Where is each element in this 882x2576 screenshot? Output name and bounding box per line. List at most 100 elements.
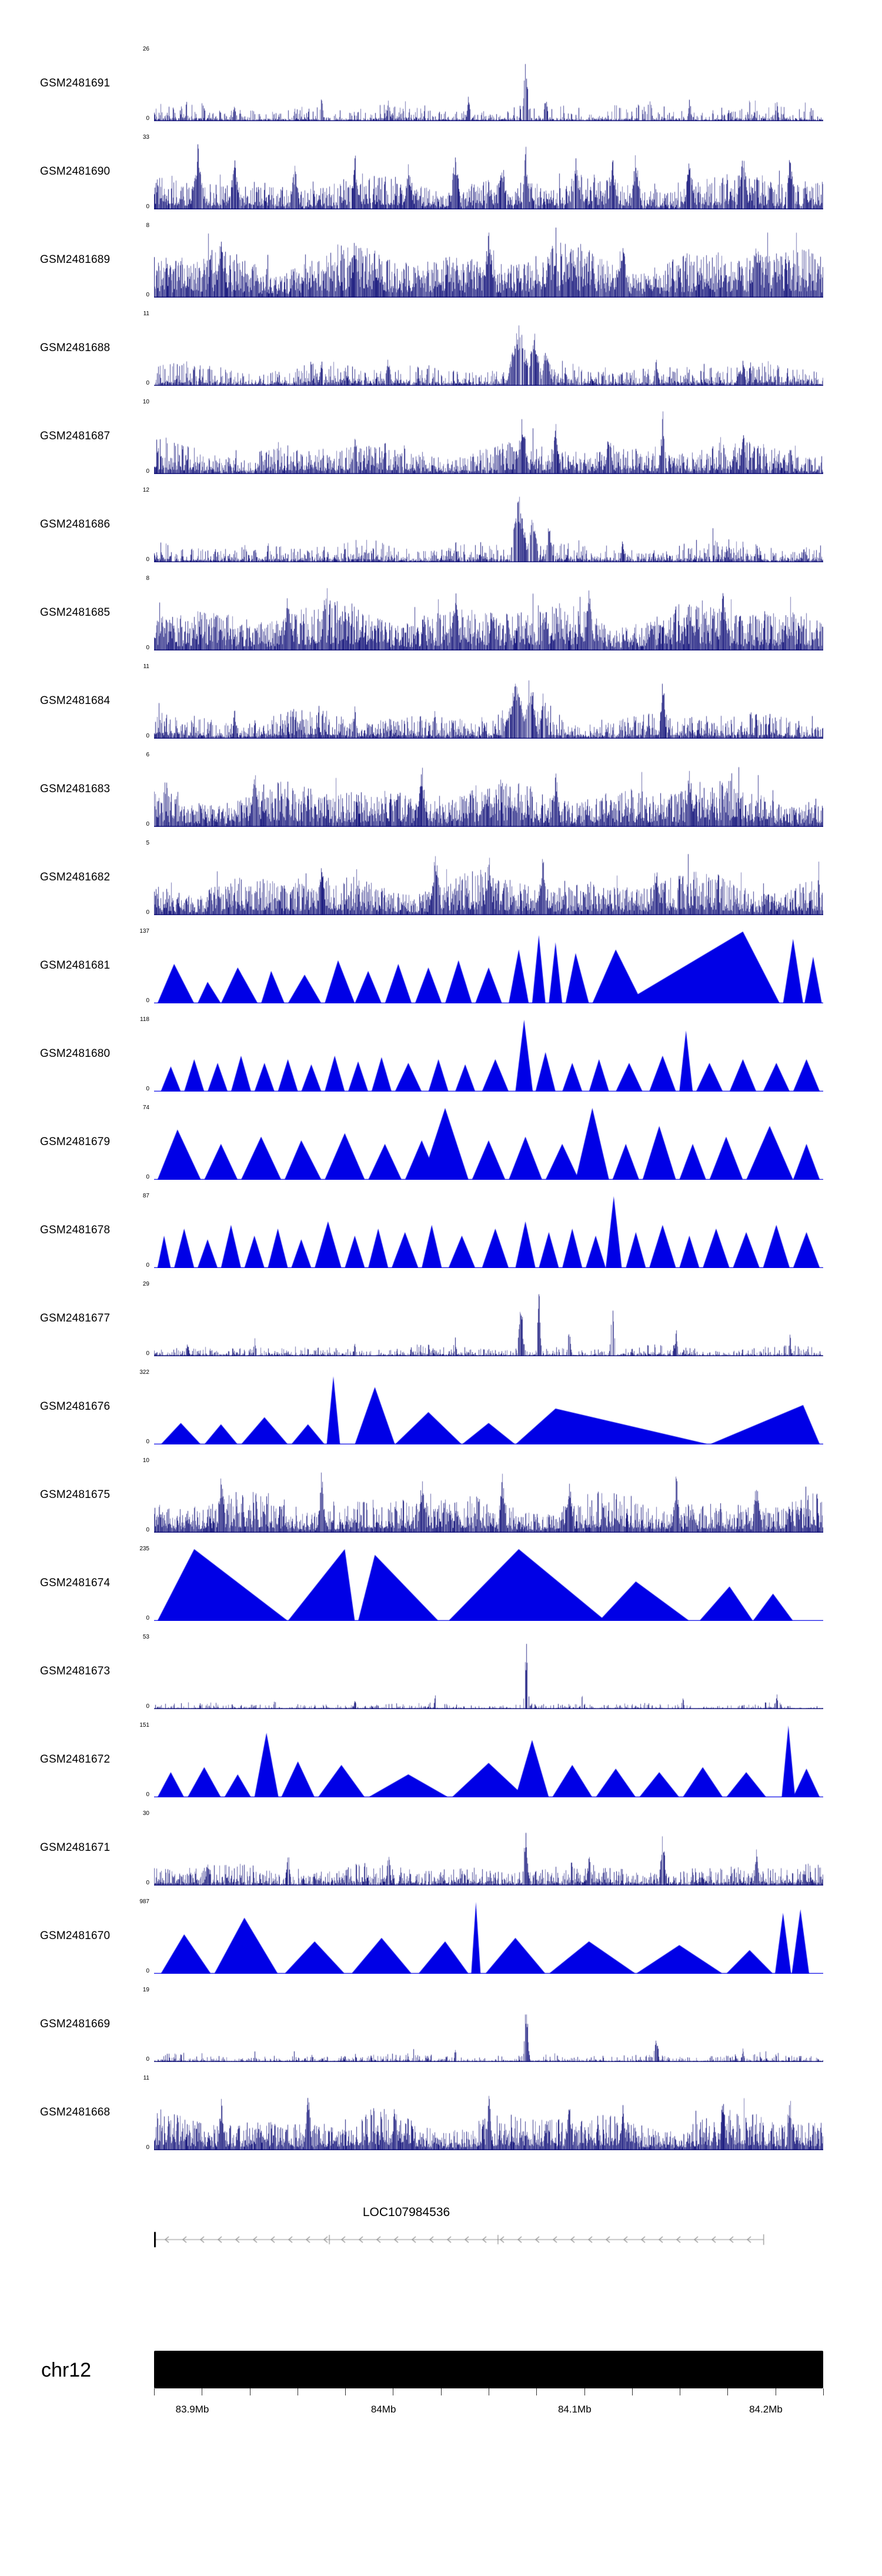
track-label: GSM2481675 xyxy=(40,1489,111,1501)
track-ymax-label: 137 xyxy=(139,928,149,935)
track-row: GSM2481679 74 0 xyxy=(0,1105,882,1196)
track-row: GSM2481687 10 0 xyxy=(0,399,882,490)
track-ymax-label: 10 xyxy=(142,1457,149,1464)
track-row: GSM2481670 987 0 xyxy=(0,1899,882,1990)
track-signal xyxy=(154,1196,823,1268)
ruler-tick xyxy=(584,2388,585,2395)
track-label: GSM2481680 xyxy=(40,1047,111,1060)
chromosome-ideogram-bar xyxy=(154,2351,823,2388)
track-row: GSM2481669 19 0 xyxy=(0,1987,882,2078)
track-signal xyxy=(154,138,823,209)
track-label: GSM2481674 xyxy=(40,1577,111,1589)
track-signal xyxy=(154,1726,823,1797)
track-ymax-label: 53 xyxy=(142,1634,149,1640)
track-row: GSM2481677 29 0 xyxy=(0,1282,882,1373)
track-ymax-label: 10 xyxy=(142,399,149,405)
gene-name-label: LOC107984536 xyxy=(362,2205,450,2219)
track-label: GSM2481686 xyxy=(40,518,111,530)
track-ymax-label: 6 xyxy=(146,752,149,758)
ruler-tick xyxy=(823,2388,824,2395)
track-signal xyxy=(154,490,823,562)
track-row: GSM2481690 33 0 xyxy=(0,135,882,226)
track-label: GSM2481673 xyxy=(40,1665,111,1677)
track-ymax-label: 19 xyxy=(142,1987,149,1993)
signal-tracks-container: GSM2481691 26 0 GSM2481690 33 0 GSM2481689 8 0 GS… xyxy=(0,46,882,2167)
coordinate-ruler: 83.9Mb 84Mb 84.1Mb 84.2Mb xyxy=(154,2388,824,2430)
track-signal xyxy=(154,843,823,915)
track-row: GSM2481672 151 0 xyxy=(0,1722,882,1814)
track-ymax-label: 30 xyxy=(142,1810,149,1817)
track-ymin-label: 0 xyxy=(146,909,149,916)
track-signal xyxy=(154,1284,823,1356)
track-ymin-label: 0 xyxy=(146,1086,149,1092)
track-row: GSM2481671 30 0 xyxy=(0,1810,882,1902)
track-ymin-label: 0 xyxy=(146,821,149,827)
track-row: GSM2481678 87 0 xyxy=(0,1193,882,1284)
track-signal xyxy=(154,1637,823,1709)
track-ymin-label: 0 xyxy=(146,292,149,298)
track-label: GSM2481689 xyxy=(40,253,111,266)
track-signal xyxy=(154,314,823,386)
track-row: GSM2481688 11 0 xyxy=(0,311,882,402)
track-row: GSM2481689 8 0 xyxy=(0,222,882,314)
track-ymin-label: 0 xyxy=(146,203,149,210)
track-ymin-label: 0 xyxy=(146,468,149,475)
track-label: GSM2481682 xyxy=(40,871,111,883)
track-signal xyxy=(154,932,823,1003)
track-ymax-label: 8 xyxy=(146,222,149,229)
track-ymax-label: 11 xyxy=(143,663,149,670)
track-row: GSM2481691 26 0 xyxy=(0,46,882,138)
track-label: GSM2481681 xyxy=(40,959,111,972)
track-ymin-label: 0 xyxy=(146,645,149,651)
track-ymax-label: 322 xyxy=(139,1369,149,1376)
track-label: GSM2481676 xyxy=(40,1400,111,1413)
track-ymin-label: 0 xyxy=(146,1439,149,1445)
track-row: GSM2481684 11 0 xyxy=(0,663,882,755)
track-row: GSM2481668 11 0 xyxy=(0,2075,882,2167)
track-signal xyxy=(154,667,823,739)
track-ymin-label: 0 xyxy=(146,1527,149,1533)
track-label: GSM2481687 xyxy=(40,430,111,442)
gene-annotation-section: LOC107984536 xyxy=(0,2183,882,2289)
gene-model-track xyxy=(154,2228,823,2251)
track-ymin-label: 0 xyxy=(146,733,149,739)
track-ymax-label: 118 xyxy=(140,1016,149,1023)
track-row: GSM2481673 53 0 xyxy=(0,1634,882,1726)
track-label: GSM2481684 xyxy=(40,695,111,707)
track-label: GSM2481671 xyxy=(40,1841,111,1854)
track-label: GSM2481691 xyxy=(40,77,111,89)
track-ymin-label: 0 xyxy=(146,1350,149,1357)
ruler-label: 84.2Mb xyxy=(749,2404,783,2415)
ruler-tick xyxy=(345,2388,346,2395)
track-ymax-label: 12 xyxy=(142,487,149,493)
track-ymin-label: 0 xyxy=(146,556,149,563)
track-ymin-label: 0 xyxy=(146,1968,149,1974)
track-signal xyxy=(154,1108,823,1180)
track-signal xyxy=(154,755,823,827)
track-label: GSM2481668 xyxy=(40,2106,111,2118)
track-signal xyxy=(154,2078,823,2150)
track-label: GSM2481669 xyxy=(40,2018,111,2030)
track-row: GSM2481674 235 0 xyxy=(0,1546,882,1637)
track-ymin-label: 0 xyxy=(146,1880,149,1886)
track-ymax-label: 11 xyxy=(143,2075,149,2081)
track-ymax-label: 8 xyxy=(146,575,149,582)
track-signal xyxy=(154,1814,823,1886)
track-signal xyxy=(154,1902,823,1974)
ruler-label: 83.9Mb xyxy=(175,2404,209,2415)
track-ymax-label: 235 xyxy=(139,1546,149,1552)
track-row: GSM2481680 118 0 xyxy=(0,1016,882,1108)
track-label: GSM2481683 xyxy=(40,783,111,795)
track-signal xyxy=(154,1461,823,1533)
track-ymax-label: 151 xyxy=(139,1722,149,1729)
track-ymax-label: 87 xyxy=(142,1193,149,1199)
track-row: GSM2481686 12 0 xyxy=(0,487,882,579)
ruler-tick xyxy=(440,2388,442,2395)
ruler-tick xyxy=(632,2388,633,2395)
ruler-tick xyxy=(727,2388,729,2395)
track-ymin-label: 0 xyxy=(146,997,149,1004)
track-label: GSM2481678 xyxy=(40,1224,111,1236)
track-label: GSM2481677 xyxy=(40,1312,111,1324)
track-ymax-label: 26 xyxy=(142,46,149,52)
track-row: GSM2481675 10 0 xyxy=(0,1457,882,1549)
